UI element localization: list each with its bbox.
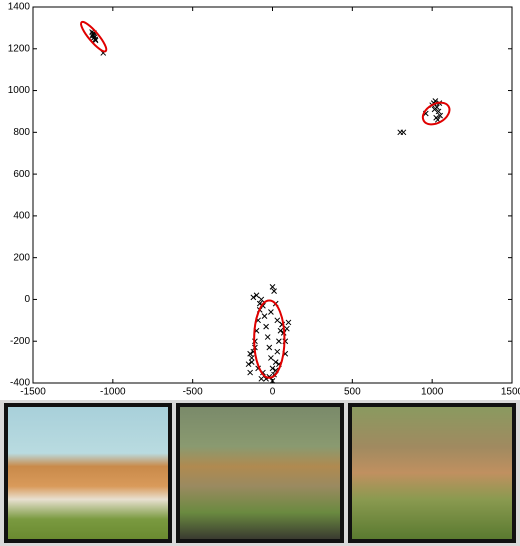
x-tick-label: 1000 bbox=[421, 387, 444, 398]
x-tick-label: 500 bbox=[344, 387, 361, 398]
chart: -1500-1000-500050010001500-400-200020040… bbox=[0, 0, 520, 400]
x-tick-label: -500 bbox=[183, 387, 203, 398]
y-tick-label: 1000 bbox=[8, 85, 31, 96]
y-tick-label: 200 bbox=[13, 252, 30, 263]
y-tick-label: -200 bbox=[10, 336, 30, 347]
x-tick-label: 0 bbox=[270, 387, 276, 398]
thumbnail bbox=[348, 403, 516, 543]
x-tick-label: -1000 bbox=[100, 387, 126, 398]
y-tick-label: 400 bbox=[13, 211, 30, 222]
y-tick-label: 1200 bbox=[8, 43, 31, 54]
page: -1500-1000-500050010001500-400-200020040… bbox=[0, 0, 520, 546]
plot-frame bbox=[33, 7, 512, 383]
y-tick-label: -400 bbox=[10, 378, 30, 389]
thumbnail bbox=[176, 403, 344, 543]
thumbnail bbox=[4, 403, 172, 543]
y-tick-label: 1400 bbox=[8, 2, 31, 13]
y-tick-label: 600 bbox=[13, 169, 30, 180]
y-tick-label: 800 bbox=[13, 127, 30, 138]
y-tick-label: 0 bbox=[24, 294, 30, 305]
x-tick-label: 1500 bbox=[501, 387, 520, 398]
thumbnail-strip bbox=[0, 400, 520, 546]
